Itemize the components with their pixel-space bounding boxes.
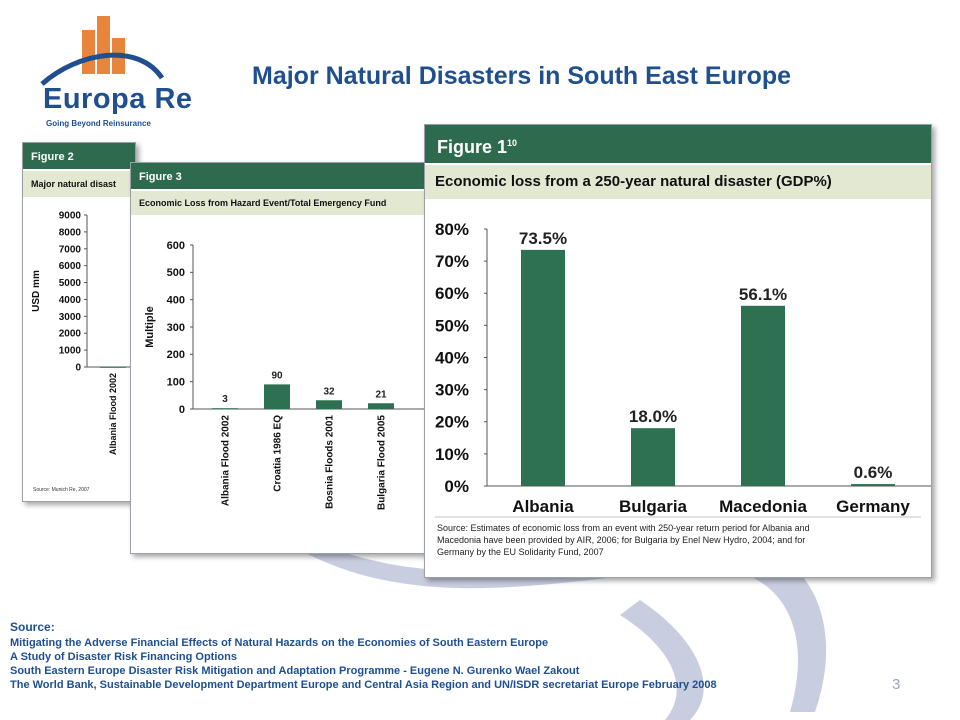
x-category-label: Albania Flood 2002	[108, 373, 118, 455]
figure-3-panel: Figure 3 Economic Loss from Hazard Event/…	[130, 162, 438, 554]
figure-1-panel: Figure 110 Economic loss from a 250-year …	[424, 124, 932, 578]
y-tick-label: 6000	[59, 261, 82, 272]
logo-name: Europa Re	[43, 83, 193, 115]
figure-label: Figure 3	[139, 171, 182, 183]
y-tick-label: 30%	[435, 381, 469, 400]
source-line: The World Bank, Sustainable Development …	[10, 679, 717, 691]
figure-source-line: Germany by the EU Solidarity Fund, 2007	[437, 547, 604, 557]
logo-tagline: Going Beyond Reinsurance	[46, 119, 151, 128]
y-tick-label: 3000	[59, 312, 82, 323]
figure-label: Figure 110	[437, 137, 517, 157]
bar-value-label: 73.5%	[519, 229, 567, 248]
x-category-label: Germany	[836, 497, 910, 516]
x-category-label: Croatia 1986 EQ	[273, 415, 284, 492]
chart-svg: Figure 3 Economic Loss from Hazard Event/…	[131, 163, 437, 510]
y-tick-label: 80%	[435, 220, 469, 239]
figure-source: Source: Munich Re, 2007	[33, 487, 90, 493]
y-tick-label: 20%	[435, 413, 469, 432]
source-label: Source	[10, 620, 51, 634]
figure-header-band	[23, 143, 135, 169]
y-tick-label: 7000	[59, 244, 82, 255]
figure-2-panel: Figure 2 Major natural disast USD mm 0 1000 2…	[22, 142, 136, 502]
y-tick-label: 400	[167, 295, 185, 307]
figure-subtitle-band	[425, 165, 931, 199]
y-tick-label: 0%	[444, 477, 469, 496]
bar-value-label: 90	[271, 370, 283, 381]
y-tick-label: 50%	[435, 316, 469, 335]
bar	[100, 366, 126, 368]
y-axis-title: Multiple	[144, 306, 156, 348]
figure-header-band	[131, 163, 437, 189]
source-line: Mitigating the Adverse Financial Effects…	[10, 637, 549, 649]
source-line: South Eastern Europe Disaster Risk Mitig…	[10, 665, 580, 677]
y-tick-label: 500	[167, 267, 185, 279]
chart-title: Major natural disast	[31, 179, 116, 189]
y-tick-label: 200	[167, 349, 185, 361]
y-tick-label: 60%	[435, 284, 469, 303]
chart-svg: Figure 2 Major natural disast USD mm 0 1000 2…	[23, 143, 135, 493]
figure-source-line: Source: Estimates of economic loss from …	[437, 523, 810, 533]
y-tick-label: 40%	[435, 348, 469, 367]
bar-value-label: 56.1%	[739, 285, 787, 304]
chart-title: Economic Loss from Hazard Event/Total Em…	[139, 198, 386, 208]
y-axis-title: USD mm	[31, 270, 42, 312]
bar	[631, 428, 675, 486]
bar-value-label: 3	[222, 394, 228, 405]
bar	[521, 249, 565, 486]
bar-value-label: 18.0%	[629, 407, 677, 426]
y-tick-label: 600	[167, 240, 185, 252]
figure-subtitle-band	[23, 171, 135, 197]
chart-svg: Figure 110 Economic loss from a 250-year …	[425, 125, 931, 557]
y-tick-label: 4000	[59, 295, 82, 306]
bar	[316, 400, 342, 409]
y-tick-label: 1000	[59, 346, 82, 357]
y-tick-label: 70%	[435, 252, 469, 271]
bar-value-label: 21	[375, 389, 387, 400]
y-tick-label: 9000	[59, 211, 82, 222]
x-category-label: Albania Flood 2002	[221, 415, 232, 507]
figure-header-band	[425, 125, 931, 163]
x-category-label: Bulgaria Flood 2005	[377, 415, 388, 510]
bar	[368, 403, 394, 409]
figure-label: Figure 2	[31, 151, 74, 163]
bar	[264, 384, 290, 409]
source-line: A Study of Disaster Risk Financing Optio…	[10, 651, 237, 663]
page-number: 3	[892, 676, 901, 693]
bar	[212, 408, 238, 410]
y-tick-label: 0	[179, 404, 185, 416]
x-category-label: Bosnia Floods 2001	[325, 415, 336, 509]
y-tick-label: 10%	[435, 445, 469, 464]
x-category-label: Bulgaria	[619, 497, 688, 516]
bar	[741, 305, 785, 486]
slide-title: Major Natural Disasters in South East Eu…	[252, 62, 792, 90]
y-tick-label: 5000	[59, 278, 82, 289]
source-block: Source: Mitigating the Adverse Financial…	[10, 618, 890, 692]
bar-value-label: 0.6%	[854, 463, 893, 482]
figure-source-line: Macedonia have been provided by AIR, 200…	[437, 535, 805, 545]
y-tick-label: 100	[167, 377, 185, 389]
y-tick-label: 0	[75, 363, 81, 374]
x-category-label: Albania	[512, 497, 574, 516]
bar	[851, 484, 895, 486]
y-tick-label: 2000	[59, 329, 82, 340]
y-tick-label: 300	[167, 322, 185, 334]
x-category-label: Macedonia	[719, 497, 807, 516]
chart-title: Economic loss from a 250-year natural di…	[435, 173, 832, 190]
bar-value-label: 32	[323, 386, 335, 397]
europa-re-logo	[38, 12, 198, 132]
y-tick-label: 8000	[59, 227, 82, 238]
figure-subtitle-band	[131, 191, 437, 215]
